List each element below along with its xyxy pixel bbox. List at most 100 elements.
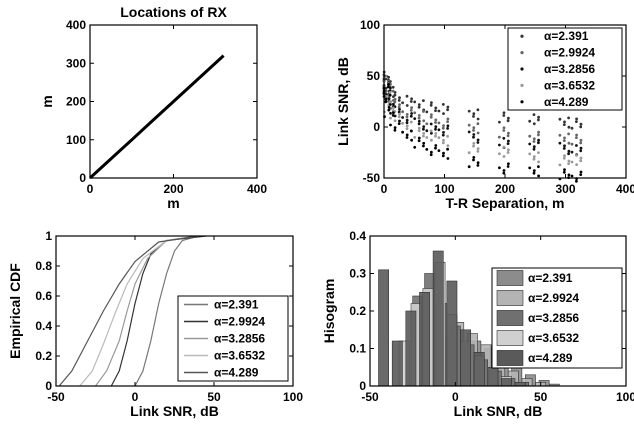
scatter-point [507,131,510,135]
scatter-point [579,122,583,126]
legend-label: α=2.391 [544,29,589,43]
scatter-point [570,150,574,154]
scatter-point [442,131,445,134]
scatter-point [405,104,409,107]
scatter-point [532,157,536,161]
scatter-point [476,141,480,144]
scatter-point [502,129,506,132]
legend: α=2.391 α=2.9924 α=3.2856 α=3.6532 α=4.289 [507,27,623,111]
scatter-point [398,103,401,106]
scatter-point [437,109,441,113]
series-line-0 [134,235,199,387]
scatter-point [422,110,425,113]
scatter-point [537,130,540,134]
legend-label: α=2.9924 [544,46,595,60]
scatter-point [413,117,417,120]
scatter-point [446,117,450,121]
y-tick-label: 200 [66,95,86,109]
scatter-point [409,109,413,112]
scatter-point [537,141,540,145]
scatter-point [417,105,421,109]
axes-frame [55,235,294,387]
x-tick-label: 0 [87,182,94,196]
legend-swatch [496,270,524,286]
scatter-point [442,138,445,142]
histogram-bar [446,280,458,387]
scatter-point [389,103,392,106]
scatter-point [570,174,574,178]
y-tick-label: 0 [373,120,380,134]
scatter-point [405,118,409,122]
scatter-point [498,135,501,139]
scatter-point [397,122,401,125]
x-tick-label: 0 [132,390,139,404]
scatter-point [567,162,570,166]
scatter-point [393,93,397,97]
scatter-point [562,147,566,150]
scatter-point [502,126,506,130]
scatter-point [442,151,445,155]
scatter-point [392,102,395,106]
scatter-point [472,115,475,118]
legend-label: α=4.289 [544,95,589,109]
scatter-point [575,120,578,123]
scatter-point [437,136,441,140]
legend-swatch [520,34,524,38]
scatter-point [429,115,433,119]
legend-label: α=2.391 [214,298,259,312]
x-tick-label: 50 [534,390,548,404]
scatter-point [570,160,574,164]
legend-label: α=3.2856 [544,62,595,76]
legend-label: α=2.9924 [214,315,265,329]
scatter-point [434,127,437,131]
scatter-point [507,116,510,120]
scatter-point [575,144,578,147]
scatter-point [405,133,409,137]
scatter-point [579,125,583,129]
scatter-point [558,163,562,167]
scatter-point [410,97,413,101]
scatter-point [446,124,450,128]
scatter-point [575,179,578,183]
x-tick-label: 400 [616,182,634,196]
scatter-point [528,152,532,156]
series-line-4 [58,235,199,387]
scatter-point [532,145,536,149]
histogram-bar [391,340,403,387]
scatter-point [476,131,480,135]
scatter-point [446,120,449,123]
histogram-bar [432,250,444,387]
scatter-point [405,115,409,119]
scatter-point [570,126,574,130]
y-tick-label: 0.4 [35,319,52,333]
scatter-point [425,129,429,133]
scatter-point [429,129,433,133]
scatter-point [502,136,506,140]
scatter-point [472,144,475,148]
scatter-point [537,133,540,137]
scatter-point [387,106,391,109]
y-tick-label: 100 [360,18,380,32]
scatter-point [434,109,437,112]
scatter-point [476,138,480,142]
scatter-point [562,156,566,160]
scatter-point [528,119,532,123]
scatter-point [498,143,501,147]
scatter-point [579,138,583,142]
scatter-point [558,133,562,137]
scatter-point [532,169,536,173]
legend-label: α=2.9924 [528,291,579,305]
scatter-point [441,103,445,106]
scatter-point [425,148,429,151]
scatter-point [387,75,390,79]
legend-swatch [520,67,524,71]
histogram-bar [378,269,389,387]
scatter-point [532,171,536,175]
scatter-point [502,171,506,175]
scatter-point [409,129,413,133]
y-tick-label: 0.2 [349,304,366,318]
y-tick-label: 100 [66,133,86,147]
scatter-point [579,159,583,163]
scatter-point [434,146,437,150]
